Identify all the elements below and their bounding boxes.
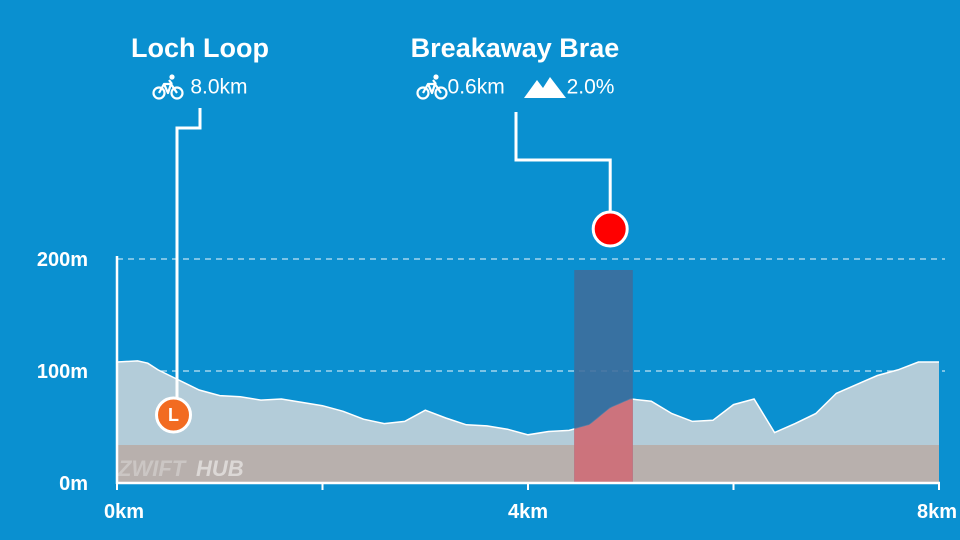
y-tick-label: 100m <box>37 361 88 383</box>
segment-label: Breakaway Brae 0.6km 2.0% <box>395 32 635 102</box>
segment-marker[interactable] <box>591 210 629 248</box>
elevation-profile-line <box>116 360 939 436</box>
y-tick-label: 200m <box>37 249 88 271</box>
segment-distance: 0.6km <box>447 75 505 99</box>
x-tick-label: 0km <box>104 501 144 523</box>
y-tick-label: 0m <box>59 473 88 495</box>
zwifthub-watermark: ZWIFT HUB <box>117 456 244 481</box>
route-leader-line <box>175 108 202 398</box>
segment-highlight-lower <box>574 399 633 483</box>
segment-name: Breakaway Brae <box>410 33 620 63</box>
axes <box>115 256 940 490</box>
route-label: Loch Loop 8.0km <box>100 32 300 102</box>
route-marker[interactable]: L <box>155 396 193 434</box>
ground-band <box>117 445 939 483</box>
route-distance: 8.0km <box>190 75 248 99</box>
watermark-hub: HUB <box>196 456 244 481</box>
segment-grade: 2.0% <box>566 75 615 99</box>
bicycle-icon <box>415 74 448 101</box>
route-marker-circle[interactable] <box>155 396 193 434</box>
mountain-icon <box>523 77 566 99</box>
route-stats: 8.0km <box>100 72 300 102</box>
x-tick-label: 4km <box>508 501 548 523</box>
x-tick-label: 8km <box>917 501 957 523</box>
grid-lines <box>117 258 945 372</box>
tick-labels: 0m 100m 200m 0km 4km 8km <box>37 249 957 523</box>
segment-stats: 0.6km 2.0% <box>395 72 635 102</box>
watermark-zwift: ZWIFT <box>117 456 187 481</box>
route-name: Loch Loop <box>131 33 269 63</box>
segment-leader-line <box>514 112 612 212</box>
bicycle-icon <box>152 74 185 101</box>
route-marker-letter: L <box>168 405 179 425</box>
